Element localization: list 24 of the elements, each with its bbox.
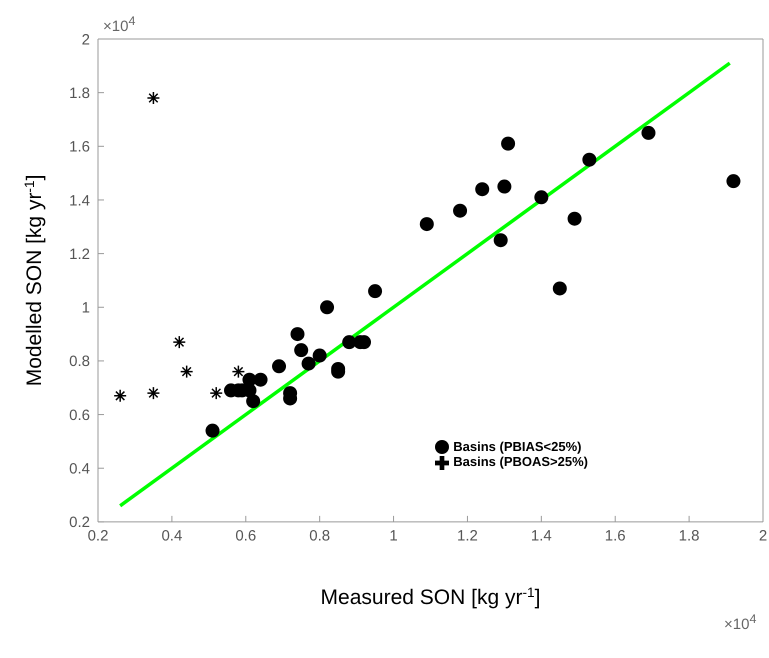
y-tick-label: 1.4 <box>69 192 90 210</box>
y-tick-label: 0.6 <box>69 406 90 424</box>
y-tick-label: 2 <box>82 31 90 48</box>
x-tick-label: 2 <box>758 528 768 545</box>
text: ×10$^{4}$ <box>103 14 136 35</box>
legend-label: Basins (PBOAS>25%) <box>453 454 588 470</box>
x-tick-label: 0.4 <box>161 528 182 545</box>
legend-label: Basins (PBIAS<25%) <box>453 438 582 454</box>
y-tick-label: 1.2 <box>69 246 90 263</box>
x-tick-label: 1.8 <box>678 528 700 545</box>
y-tick-label: 1 <box>82 300 90 317</box>
text: ×10$^{4}$ <box>724 612 756 633</box>
x-tick-label: 0.8 <box>309 528 330 545</box>
x-tick-label: 1.4 <box>530 528 552 545</box>
x-tick-label: 1 <box>389 528 398 545</box>
y-tick-label: 0.2 <box>69 514 90 532</box>
x-tick-label: 0.6 <box>235 528 256 545</box>
y-tick-label: 1.6 <box>69 138 90 156</box>
x-axis-title: Measured SON [kg yr$^{-1}$] <box>320 584 540 609</box>
x-tick-label: 1.2 <box>457 528 478 545</box>
y-tick-label: 1.8 <box>69 84 90 102</box>
y-tick-label: 0.8 <box>69 353 90 370</box>
y-tick-label: 0.4 <box>69 460 90 478</box>
x-tick-label: 1.6 <box>604 528 626 545</box>
